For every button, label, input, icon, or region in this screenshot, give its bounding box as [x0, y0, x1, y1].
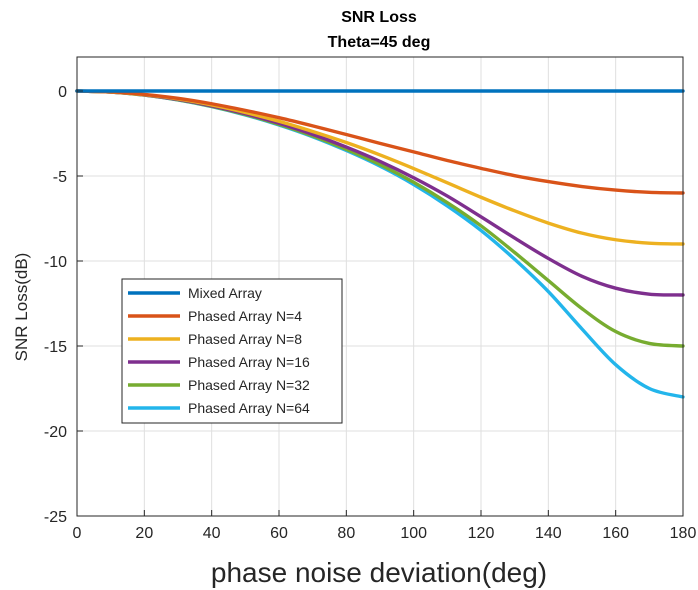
y-tick-label: -5	[53, 169, 67, 186]
x-axis-label: phase noise deviation(deg)	[211, 557, 547, 588]
legend-label: Phased Array N=8	[188, 331, 302, 347]
y-axis-label: SNR Loss(dB)	[12, 253, 31, 362]
x-tick-label: 20	[135, 525, 153, 542]
legend-label: Mixed Array	[188, 285, 262, 301]
legend-label: Phased Array N=64	[188, 400, 310, 416]
x-tick-label: 160	[602, 525, 629, 542]
legend-label: Phased Array N=16	[188, 354, 310, 370]
plot-frame	[76, 56, 684, 517]
y-tick-label: -25	[44, 509, 67, 526]
x-tick-label: 80	[337, 525, 355, 542]
chart-title: SNR Loss	[341, 9, 417, 26]
y-tick-label: -20	[44, 424, 67, 441]
legend-box	[121, 278, 343, 424]
y-tick-label: -15	[44, 339, 67, 356]
y-tick-label: -10	[44, 254, 67, 271]
legend-label: Phased Array N=4	[188, 308, 302, 324]
series-line-phased-array-n-4	[75, 89, 685, 195]
x-tick-label: 60	[270, 525, 288, 542]
x-tick-label: 40	[203, 525, 221, 542]
legend-label: Phased Array N=32	[188, 377, 310, 393]
legend: Mixed Array Phased Array N=4 Phased Array …	[121, 278, 343, 424]
chart-subtitle: Theta=45 deg	[328, 34, 431, 51]
x-tick-label: 100	[400, 525, 427, 542]
series-lines	[75, 89, 685, 399]
x-tick-label: 0	[73, 525, 82, 542]
axis-ticks: 0 20 40 60 80 100 120 140 160 180 0 -5 -10 -15 -20 -25	[44, 84, 697, 542]
x-tick-label: 120	[468, 525, 495, 542]
x-tick-label: 140	[535, 525, 562, 542]
y-tick-label: 0	[58, 84, 67, 101]
x-tick-label: 180	[670, 525, 697, 542]
